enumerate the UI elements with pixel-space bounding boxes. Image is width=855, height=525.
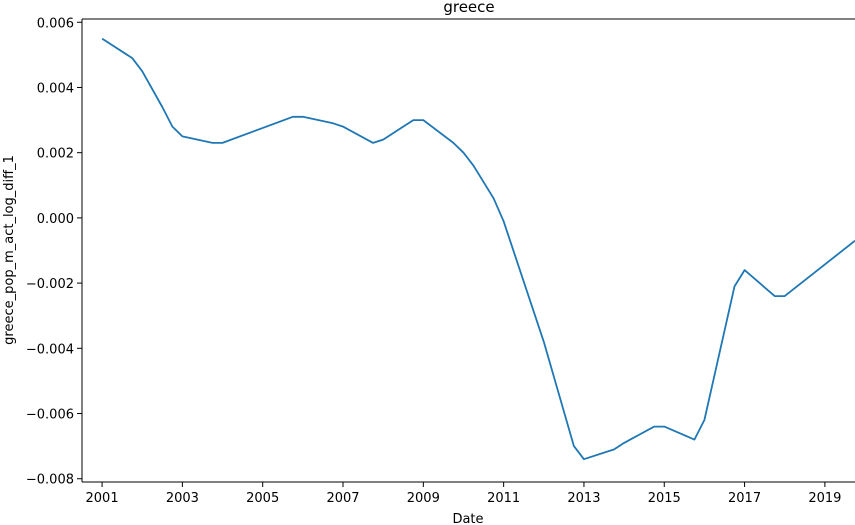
y-axis: −0.008 −0.006 −0.004 −0.002 0.000 0.002 0.004 0…	[26, 16, 82, 488]
y-tick-label: −0.006	[26, 408, 74, 423]
y-tick-label: 0.006	[37, 16, 74, 31]
x-tick-label: 2017	[728, 491, 761, 506]
y-tick-label: 0.002	[37, 147, 74, 162]
plot-frame	[81, 18, 855, 483]
x-axis-title: Date	[452, 512, 483, 525]
series-line	[101, 37, 855, 461]
x-tick-label: 2013	[567, 491, 600, 506]
y-tick-label: 0.004	[37, 81, 74, 96]
y-tick-label: −0.004	[26, 342, 74, 357]
y-tick-label: 0.000	[37, 212, 74, 227]
series-group	[101, 37, 855, 461]
x-tick-label: 2011	[487, 491, 520, 506]
x-tick-label: 2007	[326, 491, 359, 506]
y-axis-title: greece_pop_m_act_log_diff_1	[2, 155, 17, 345]
y-tick-label: −0.002	[26, 277, 74, 292]
x-tick-label: 2009	[407, 491, 440, 506]
x-tick-label: 2015	[648, 491, 681, 506]
y-tick-label: −0.008	[26, 473, 74, 488]
x-axis: 2001 2003 2005 2007 2009 2011 2013 2015 2017 2019	[86, 482, 841, 506]
x-tick-label: 2001	[86, 491, 119, 506]
chart-title: greece	[443, 0, 494, 16]
x-tick-label: 2019	[808, 491, 841, 506]
x-tick-label: 2003	[166, 491, 199, 506]
x-tick-label: 2005	[246, 491, 279, 506]
